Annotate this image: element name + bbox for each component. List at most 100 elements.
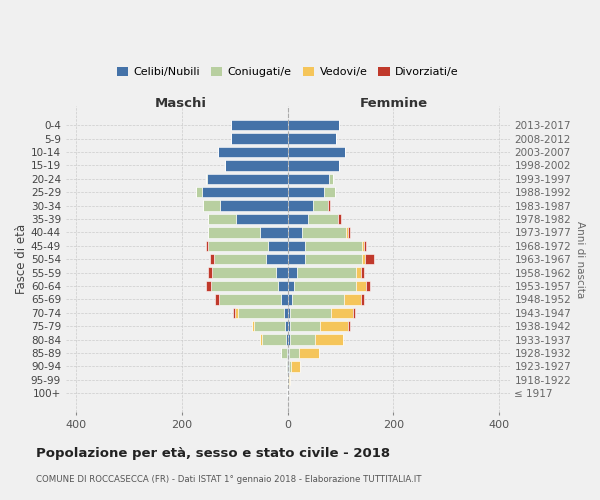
Text: COMUNE DI ROCCASECCA (FR) - Dati ISTAT 1° gennaio 2018 - Elaborazione TUTTITALIA: COMUNE DI ROCCASECCA (FR) - Dati ISTAT 1… <box>36 476 421 484</box>
Bar <box>286 361 287 372</box>
Bar <box>348 227 350 237</box>
Bar <box>308 214 338 224</box>
Bar <box>287 174 329 184</box>
Bar <box>305 240 362 251</box>
Bar <box>315 334 343 345</box>
Bar <box>235 308 238 318</box>
Bar <box>286 334 287 345</box>
Bar <box>338 214 341 224</box>
Bar <box>287 214 308 224</box>
Bar <box>287 281 294 291</box>
Bar <box>284 308 287 318</box>
Bar <box>287 348 289 358</box>
Bar <box>287 308 290 318</box>
Bar <box>230 120 287 130</box>
Bar <box>233 308 235 318</box>
Bar <box>215 294 219 304</box>
Bar <box>253 321 254 332</box>
Bar <box>196 187 202 198</box>
Bar <box>266 254 287 264</box>
Bar <box>208 240 268 251</box>
Bar <box>366 281 370 291</box>
Bar <box>287 240 305 251</box>
Bar <box>297 268 356 278</box>
Bar <box>281 348 287 358</box>
Bar <box>331 308 353 318</box>
Bar <box>348 321 350 332</box>
Bar <box>238 308 284 318</box>
Bar <box>329 174 333 184</box>
Bar <box>254 321 285 332</box>
Bar <box>219 294 281 304</box>
Bar <box>364 240 366 251</box>
Bar <box>362 254 365 264</box>
Y-axis label: Anni di nascita: Anni di nascita <box>575 220 585 298</box>
Bar <box>305 254 362 264</box>
Y-axis label: Fasce di età: Fasce di età <box>15 224 28 294</box>
Bar <box>208 214 236 224</box>
Bar <box>353 308 355 318</box>
Bar <box>268 240 287 251</box>
Bar <box>320 321 348 332</box>
Bar <box>287 160 340 170</box>
Bar <box>361 294 364 304</box>
Bar <box>287 321 290 332</box>
Bar <box>299 348 319 358</box>
Bar <box>361 268 364 278</box>
Bar <box>260 227 287 237</box>
Bar <box>206 174 208 184</box>
Bar <box>210 254 214 264</box>
Bar <box>289 361 291 372</box>
Bar <box>289 348 299 358</box>
Bar <box>287 147 345 157</box>
Bar <box>226 160 287 170</box>
Bar <box>262 334 286 345</box>
Bar <box>346 227 348 237</box>
Bar <box>281 294 287 304</box>
Bar <box>236 214 287 224</box>
Bar <box>287 200 313 211</box>
Bar <box>220 200 287 211</box>
Bar <box>313 200 328 211</box>
Bar <box>287 334 290 345</box>
Legend: Celibi/Nubili, Coniugati/e, Vedovi/e, Divorziati/e: Celibi/Nubili, Coniugati/e, Vedovi/e, Di… <box>112 62 463 82</box>
Bar <box>362 240 364 251</box>
Bar <box>365 254 374 264</box>
Bar <box>208 268 212 278</box>
Bar <box>203 200 220 211</box>
Bar <box>202 187 287 198</box>
Bar <box>290 321 320 332</box>
Bar <box>292 294 344 304</box>
Bar <box>344 294 361 304</box>
Bar <box>287 294 292 304</box>
Bar <box>287 187 323 198</box>
Bar <box>208 227 260 237</box>
Bar <box>287 254 305 264</box>
Bar <box>211 281 278 291</box>
Bar <box>356 281 366 291</box>
Bar <box>287 227 302 237</box>
Bar <box>285 321 287 332</box>
Bar <box>218 147 287 157</box>
Bar <box>260 334 262 345</box>
Bar <box>287 120 340 130</box>
Bar <box>276 268 287 278</box>
Bar <box>230 134 287 144</box>
Bar <box>290 334 315 345</box>
Bar <box>287 134 336 144</box>
Text: Maschi: Maschi <box>155 98 207 110</box>
Bar <box>206 281 211 291</box>
Bar <box>208 174 287 184</box>
Bar <box>206 240 208 251</box>
Bar <box>212 268 276 278</box>
Bar <box>291 361 301 372</box>
Bar <box>323 187 335 198</box>
Text: Popolazione per età, sesso e stato civile - 2018: Popolazione per età, sesso e stato civil… <box>36 448 390 460</box>
Bar <box>356 268 361 278</box>
Bar <box>294 281 356 291</box>
Bar <box>302 227 346 237</box>
Text: Femmine: Femmine <box>360 98 428 110</box>
Bar <box>328 200 330 211</box>
Bar <box>214 254 266 264</box>
Bar <box>278 281 287 291</box>
